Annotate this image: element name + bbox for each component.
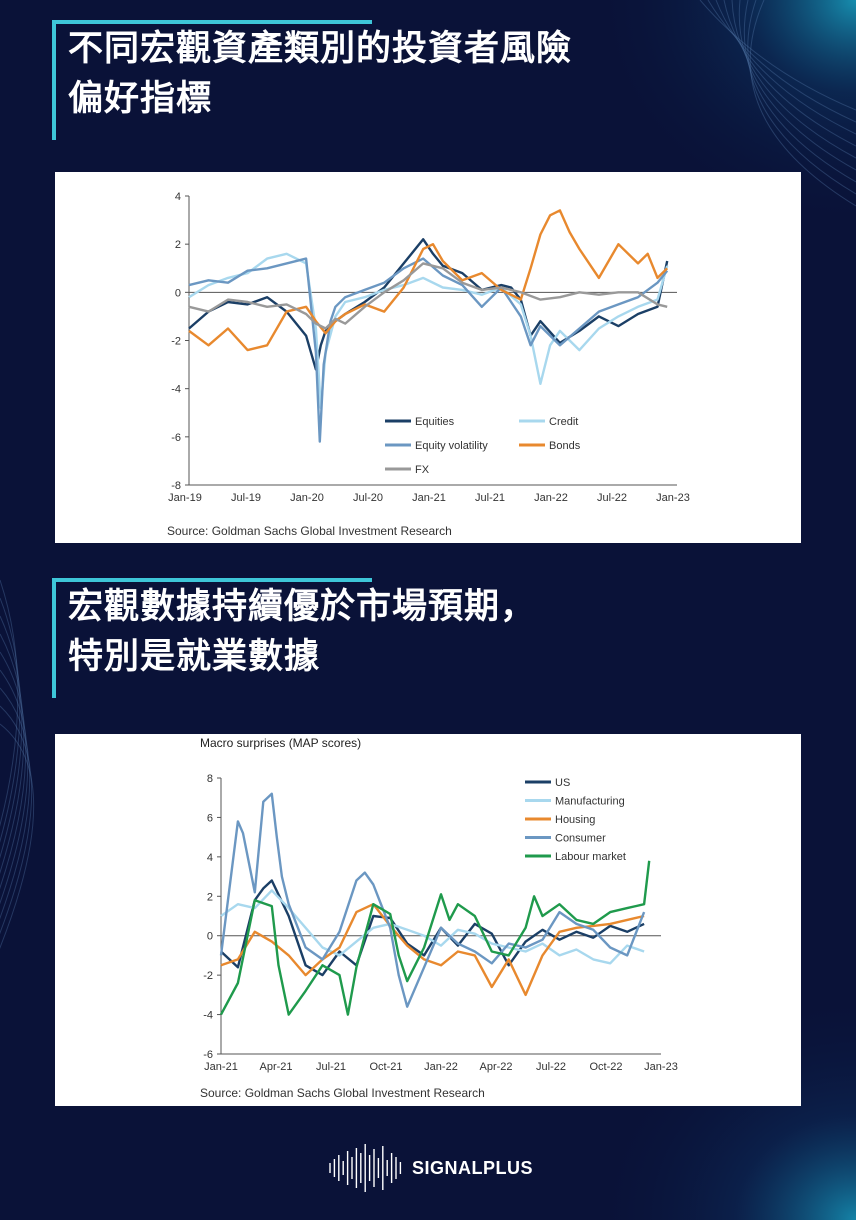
y-tick-label: -2 xyxy=(203,970,213,982)
section-heading-risk-appetite: 不同宏觀資產類別的投資者風險 偏好指標 xyxy=(52,20,573,140)
legend-label: Housing xyxy=(555,814,595,826)
bg-arc xyxy=(747,0,856,195)
legend-label: Equity volatility xyxy=(415,440,488,452)
signalplus-logo: SIGNALPLUS xyxy=(326,1140,546,1196)
y-tick-label: 4 xyxy=(175,191,181,203)
y-tick-label: -6 xyxy=(171,432,181,444)
x-tick-label: Jul-21 xyxy=(316,1061,346,1073)
macro-surprises-chart-panel: Macro surprises (MAP scores) 8 6 4 2 0 -2 -4 -6… xyxy=(55,734,801,1106)
legend-label: Bonds xyxy=(549,440,581,452)
legend-label: Labour market xyxy=(555,851,626,863)
y-tick-label: 6 xyxy=(207,812,213,824)
bg-arc xyxy=(723,0,856,147)
bg-arc xyxy=(715,0,856,135)
y-tick-label: 4 xyxy=(207,852,213,864)
x-tick-label: Jan-23 xyxy=(656,492,690,504)
brand-name: SIGNALPLUS xyxy=(412,1158,534,1178)
bg-arc xyxy=(0,597,21,843)
bg-arc xyxy=(743,0,856,183)
y-tick-label: -6 xyxy=(203,1049,213,1061)
x-tick-label: Jul-19 xyxy=(231,492,261,504)
risk-appetite-chart-panel: 4 2 0 -2 -4 -6 -8 Jan-19 Jul-19 Jan-20 Jul-20 Jan-2… xyxy=(55,172,801,543)
bg-arc xyxy=(0,669,29,905)
series-line-consumer xyxy=(219,792,646,1008)
bg-arc xyxy=(0,705,33,935)
bg-arc xyxy=(731,0,856,159)
y-tick-label: -8 xyxy=(171,480,181,492)
heading-line: 特別是就業數據 xyxy=(68,637,321,677)
x-tick-label: Jan-22 xyxy=(534,492,568,504)
legend-label: Manufacturing xyxy=(555,796,625,808)
legend-label: US xyxy=(555,777,570,789)
x-tick-label: Jan-21 xyxy=(204,1061,238,1073)
x-tick-label: Jan-19 xyxy=(168,492,202,504)
legend-label: Consumer xyxy=(555,833,606,845)
series-line-labour-market xyxy=(219,860,651,1016)
heading-accent-top xyxy=(52,578,372,582)
y-tick-label: -2 xyxy=(171,336,181,348)
legend-label: Equities xyxy=(415,416,455,428)
y-tick-label: 2 xyxy=(207,891,213,903)
x-tick-label: Jan-23 xyxy=(644,1061,678,1073)
heading-accent-top xyxy=(52,20,372,24)
section-heading-macro-surprises: 宏觀數據持續優於市場預期， 特別是就業數據 xyxy=(52,578,537,698)
bg-arc xyxy=(699,0,856,111)
series-line-equity-volatility xyxy=(188,257,669,443)
x-tick-label: Apr-21 xyxy=(259,1061,292,1073)
soundwave-logo-icon xyxy=(329,1144,402,1192)
bg-arc xyxy=(0,723,35,949)
y-tick-label: 0 xyxy=(207,931,213,943)
bg-arc xyxy=(707,0,856,123)
chart-source: Source: Goldman Sachs Global Investment … xyxy=(200,1086,485,1100)
series-line-housing xyxy=(220,902,645,997)
series-line-us xyxy=(220,879,645,977)
y-tick-label: 2 xyxy=(175,239,181,251)
series-line-credit xyxy=(188,252,669,410)
x-tick-label: Apr-22 xyxy=(479,1061,512,1073)
heading-accent-bar xyxy=(52,24,56,140)
heading-line: 宏觀數據持續優於市場預期， xyxy=(68,587,537,627)
x-tick-label: Jul-20 xyxy=(353,492,383,504)
legend-label: Credit xyxy=(549,416,578,428)
series-line-fx xyxy=(188,262,668,330)
x-tick-label: Jul-22 xyxy=(536,1061,566,1073)
x-tick-label: Oct-21 xyxy=(369,1061,402,1073)
y-tick-label: 8 xyxy=(207,773,213,785)
x-tick-label: Jan-22 xyxy=(424,1061,458,1073)
legend-label: FX xyxy=(415,464,430,476)
x-tick-label: Oct-22 xyxy=(589,1061,622,1073)
bg-arc xyxy=(0,633,25,874)
bg-arc xyxy=(738,0,856,171)
x-tick-label: Jul-22 xyxy=(597,492,627,504)
x-tick-label: Jul-21 xyxy=(475,492,505,504)
chart-source: Source: Goldman Sachs Global Investment … xyxy=(167,524,452,538)
bg-arc xyxy=(0,651,27,890)
y-tick-label: 0 xyxy=(175,287,181,299)
bg-arc xyxy=(0,615,23,859)
y-tick-label: -4 xyxy=(203,1010,213,1022)
heading-line: 不同宏觀資產類別的投資者風險 xyxy=(68,29,573,69)
series-line-bonds xyxy=(188,209,669,352)
y-tick-label: -4 xyxy=(171,384,181,396)
x-tick-label: Jan-21 xyxy=(412,492,446,504)
heading-accent-bar xyxy=(52,582,56,698)
bg-arc xyxy=(749,0,856,207)
chart-title: Macro surprises (MAP scores) xyxy=(200,736,362,750)
bg-arc xyxy=(0,687,31,920)
bg-arc xyxy=(0,579,19,827)
x-tick-label: Jan-20 xyxy=(290,492,324,504)
heading-line: 偏好指標 xyxy=(68,79,213,119)
